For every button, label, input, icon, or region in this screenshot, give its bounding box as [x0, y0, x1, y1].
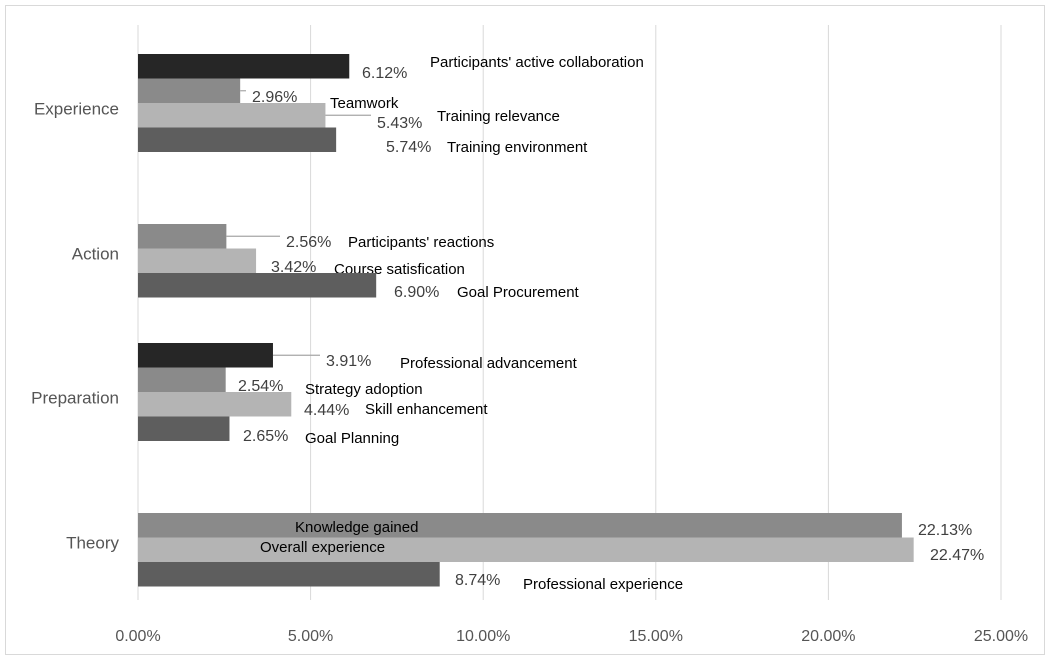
bar-name-label: Professional experience: [523, 576, 683, 593]
x-tick-label: 15.00%: [629, 628, 683, 645]
bar-participants-reactions: [138, 224, 227, 249]
bar-goal-procurement: [138, 273, 377, 298]
bar-name-label: Skill enhancement: [365, 401, 488, 418]
bar-goal-planning: [138, 416, 230, 441]
bar-teamwork: [138, 78, 241, 103]
bar-overall-experience: [138, 537, 914, 562]
bar-training-environment: [138, 127, 337, 152]
value-label: 22.47%: [930, 547, 984, 564]
value-label: 8.74%: [455, 572, 500, 589]
value-label: 2.56%: [286, 234, 331, 251]
bar-name-label: Knowledge gained: [295, 519, 418, 536]
bar-professional-experience: [138, 562, 440, 587]
value-label: 5.74%: [386, 139, 431, 156]
bar-name-label: Teamwork: [330, 95, 399, 112]
value-label: 22.13%: [918, 522, 972, 539]
bar-course-satisfication: [138, 248, 257, 273]
bar-name-label: Training relevance: [437, 108, 560, 125]
category-label-action: Action: [72, 244, 119, 263]
value-label: 2.96%: [252, 89, 297, 106]
value-label: 3.91%: [326, 353, 371, 370]
value-label: 6.90%: [394, 284, 439, 301]
bar-name-label: Professional advancement: [400, 355, 578, 372]
bar-participants-active-collaboration: [138, 54, 350, 79]
category-label-preparation: Preparation: [31, 388, 119, 407]
bar-name-label: Participants' reactions: [348, 234, 494, 251]
bar-training-relevance: [138, 103, 326, 128]
x-tick-label: 25.00%: [974, 628, 1028, 645]
bar-name-label: Overall experience: [260, 539, 385, 556]
bar-name-label: Training environment: [447, 139, 588, 156]
value-label: 4.44%: [304, 402, 349, 419]
value-label: 3.42%: [271, 259, 316, 276]
bar-knowledge-gained: [138, 513, 902, 538]
value-label: 6.12%: [362, 65, 407, 82]
category-label-theory: Theory: [66, 533, 119, 552]
x-tick-label: 5.00%: [288, 628, 333, 645]
bar-name-label: Strategy adoption: [305, 381, 423, 398]
value-label: 2.65%: [243, 428, 288, 445]
bar-professional-advancement: [138, 343, 273, 368]
category-label-experience: Experience: [34, 99, 119, 118]
bar-name-label: Participants' active collaboration: [430, 54, 644, 71]
value-label: 2.54%: [238, 378, 283, 395]
bar-skill-enhancement: [138, 392, 292, 417]
x-tick-label: 0.00%: [115, 628, 160, 645]
bar-name-label: Goal Procurement: [457, 284, 580, 301]
bar-name-label: Goal Planning: [305, 430, 399, 447]
x-tick-label: 10.00%: [456, 628, 510, 645]
value-label: 5.43%: [377, 115, 422, 132]
bar-strategy-adoption: [138, 367, 226, 392]
x-tick-label: 20.00%: [801, 628, 855, 645]
